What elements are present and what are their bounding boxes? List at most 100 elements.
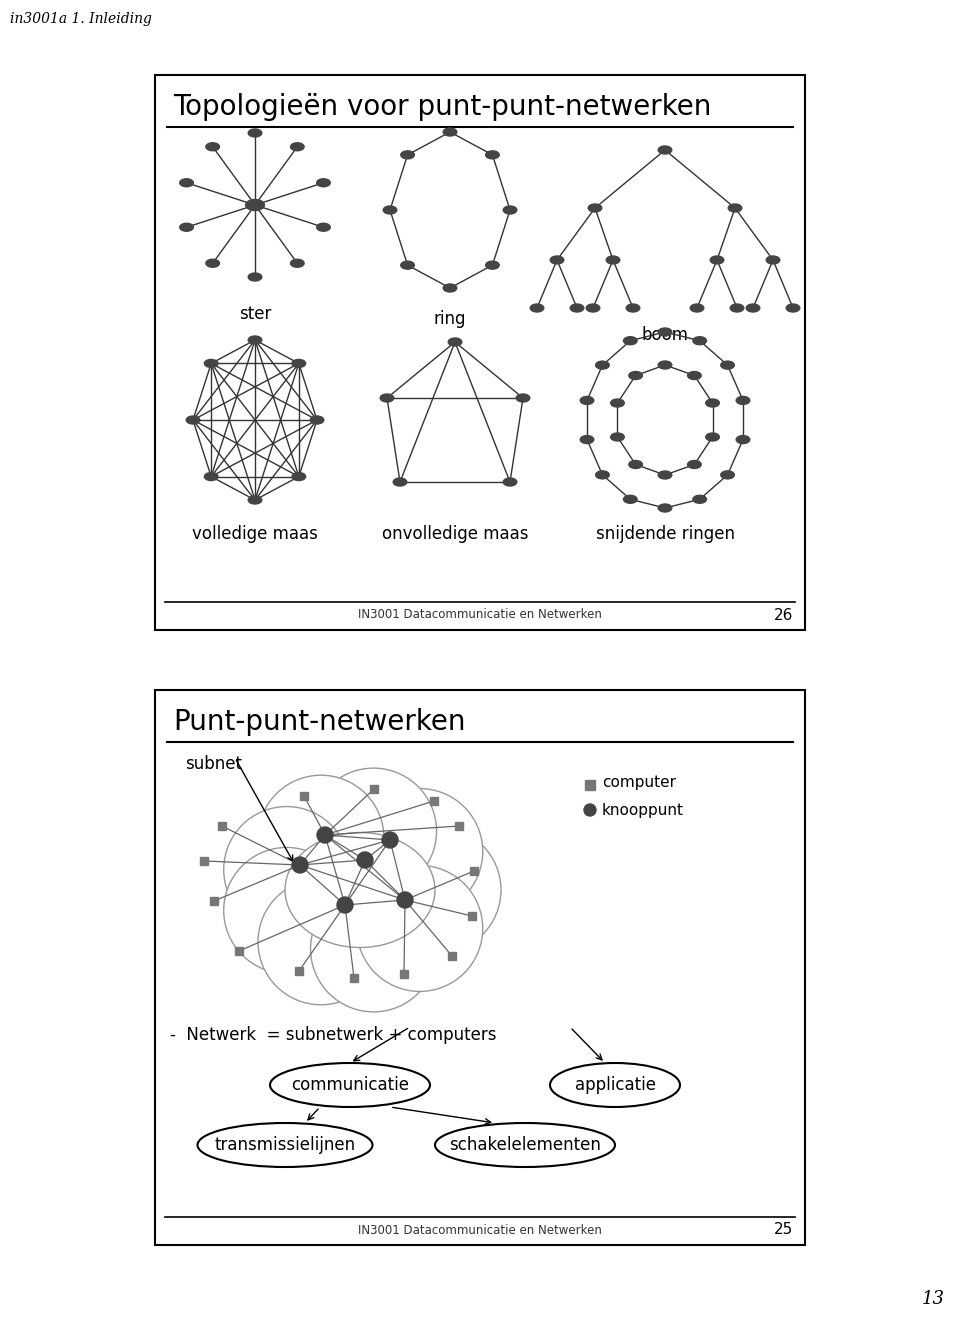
Ellipse shape	[180, 223, 193, 231]
Ellipse shape	[530, 304, 543, 312]
Ellipse shape	[766, 256, 780, 264]
Ellipse shape	[629, 461, 642, 469]
Ellipse shape	[570, 304, 584, 312]
Ellipse shape	[629, 371, 642, 380]
Ellipse shape	[710, 256, 724, 264]
Bar	[370, 785, 378, 793]
Ellipse shape	[186, 416, 200, 424]
Ellipse shape	[292, 359, 305, 367]
Ellipse shape	[587, 304, 600, 312]
Ellipse shape	[623, 337, 637, 345]
Circle shape	[337, 898, 353, 913]
Circle shape	[310, 886, 437, 1012]
Ellipse shape	[786, 304, 800, 312]
Ellipse shape	[435, 1123, 615, 1167]
Ellipse shape	[383, 206, 396, 214]
Ellipse shape	[292, 473, 305, 480]
Bar	[468, 912, 476, 920]
Ellipse shape	[291, 259, 304, 267]
Bar	[300, 792, 308, 800]
Text: snijdende ringen: snijdende ringen	[595, 525, 734, 543]
Ellipse shape	[706, 399, 719, 407]
Bar	[430, 797, 438, 805]
Ellipse shape	[204, 359, 218, 367]
Ellipse shape	[588, 205, 602, 213]
Ellipse shape	[394, 478, 407, 486]
Ellipse shape	[736, 396, 750, 404]
Ellipse shape	[687, 461, 701, 469]
Bar	[585, 780, 595, 789]
Ellipse shape	[516, 393, 530, 403]
Circle shape	[317, 828, 333, 843]
Circle shape	[224, 807, 349, 932]
Ellipse shape	[731, 304, 744, 312]
Circle shape	[357, 788, 483, 915]
Text: communicatie: communicatie	[291, 1076, 409, 1094]
Ellipse shape	[310, 416, 324, 424]
Ellipse shape	[693, 337, 707, 345]
Text: 25: 25	[774, 1222, 793, 1238]
Bar	[455, 822, 463, 830]
Bar	[155, 75, 805, 630]
Ellipse shape	[246, 199, 264, 210]
Text: Topologieën voor punt-punt-netwerken: Topologieën voor punt-punt-netwerken	[173, 92, 711, 121]
Ellipse shape	[205, 143, 220, 150]
Text: ster: ster	[239, 305, 271, 323]
Ellipse shape	[291, 143, 304, 150]
Ellipse shape	[659, 360, 672, 370]
Ellipse shape	[249, 273, 262, 281]
Text: schakelelementen: schakelelementen	[449, 1137, 601, 1154]
Ellipse shape	[659, 147, 672, 154]
Ellipse shape	[317, 223, 330, 231]
Bar	[235, 946, 243, 954]
Text: 26: 26	[774, 607, 793, 623]
Ellipse shape	[249, 337, 262, 345]
Circle shape	[258, 775, 384, 902]
Bar	[200, 857, 208, 865]
Bar	[470, 867, 478, 875]
Ellipse shape	[721, 362, 734, 370]
Circle shape	[258, 879, 384, 1005]
Ellipse shape	[580, 396, 594, 404]
Ellipse shape	[687, 371, 701, 380]
Circle shape	[375, 828, 501, 953]
Ellipse shape	[580, 436, 594, 444]
Ellipse shape	[503, 206, 516, 214]
Text: -  Netwerk  = subnetwerk + computers: - Netwerk = subnetwerk + computers	[170, 1026, 496, 1044]
Ellipse shape	[693, 495, 707, 503]
Ellipse shape	[659, 327, 672, 337]
Text: onvolledige maas: onvolledige maas	[382, 525, 528, 543]
Ellipse shape	[249, 496, 262, 504]
Circle shape	[584, 804, 596, 816]
Ellipse shape	[180, 178, 193, 186]
Ellipse shape	[611, 433, 624, 441]
Bar	[448, 952, 456, 960]
Ellipse shape	[380, 393, 394, 403]
Ellipse shape	[486, 150, 499, 158]
Ellipse shape	[729, 205, 742, 213]
Ellipse shape	[611, 399, 624, 407]
Bar	[295, 968, 303, 975]
Ellipse shape	[448, 338, 462, 346]
Ellipse shape	[659, 471, 672, 479]
Ellipse shape	[204, 473, 218, 480]
Ellipse shape	[198, 1123, 372, 1167]
Ellipse shape	[444, 284, 457, 292]
Ellipse shape	[606, 256, 620, 264]
Ellipse shape	[706, 433, 719, 441]
Ellipse shape	[736, 436, 750, 444]
Ellipse shape	[444, 128, 457, 136]
Ellipse shape	[659, 504, 672, 512]
Ellipse shape	[205, 259, 220, 267]
Ellipse shape	[503, 478, 516, 486]
Text: computer: computer	[602, 776, 676, 791]
Bar	[400, 970, 408, 978]
Ellipse shape	[270, 1063, 430, 1107]
Circle shape	[310, 768, 437, 894]
Ellipse shape	[595, 471, 610, 479]
Circle shape	[357, 851, 373, 869]
Ellipse shape	[623, 495, 637, 503]
Ellipse shape	[249, 129, 262, 137]
Ellipse shape	[317, 178, 330, 186]
Ellipse shape	[746, 304, 759, 312]
